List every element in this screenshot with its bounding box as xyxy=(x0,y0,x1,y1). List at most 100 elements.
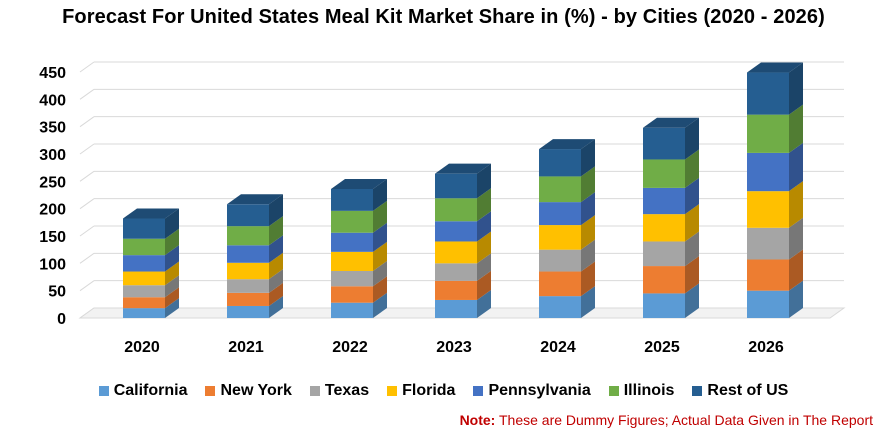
y-tick-label: 400 xyxy=(39,92,66,109)
bar-segment xyxy=(643,187,685,215)
bar-segment xyxy=(227,305,269,318)
bar-segment xyxy=(123,271,165,286)
bar-segment xyxy=(227,226,269,246)
bar-segment xyxy=(747,191,789,228)
bar-top xyxy=(435,163,491,174)
legend-swatch xyxy=(692,386,703,396)
bar-segment xyxy=(227,292,269,306)
legend-item: Illinois xyxy=(608,382,675,400)
bar-segment-side xyxy=(789,280,803,318)
bar-segment xyxy=(643,214,685,242)
bar-segment xyxy=(435,241,477,264)
bar-segment-side xyxy=(685,283,699,318)
bar-segment-side xyxy=(581,166,595,203)
bar-segment xyxy=(123,285,165,298)
bar-segment-side xyxy=(269,252,283,280)
bar-segment-side xyxy=(373,241,387,271)
disclaimer-note: Note: These are Dummy Figures; Actual Da… xyxy=(460,412,873,428)
bar-segment-side xyxy=(581,261,595,297)
chart-legend: California New York Texas Florida Pennsylvan… xyxy=(0,382,887,400)
gridline-side xyxy=(79,280,95,292)
bar-top xyxy=(747,62,803,73)
legend-label: Texas xyxy=(324,382,370,399)
x-tick-label: 2023 xyxy=(436,339,472,356)
gridline-side xyxy=(79,252,95,264)
bar-segment xyxy=(123,218,165,239)
legend-item: Rest of US xyxy=(692,382,788,400)
bar-segment xyxy=(331,302,373,318)
legend-item: Florida xyxy=(387,382,455,400)
bar-top xyxy=(643,117,699,128)
bar-segment-side xyxy=(581,215,595,250)
bar-segment-side xyxy=(165,245,179,272)
bar-segment-side xyxy=(581,139,595,177)
legend-item: California xyxy=(98,382,188,400)
bar-segment xyxy=(539,149,581,177)
gridline-side xyxy=(79,170,95,182)
bar-segment-side xyxy=(685,117,699,160)
bar-segment-side xyxy=(685,204,699,242)
bar-segment-side xyxy=(165,261,179,286)
legend-swatch xyxy=(608,386,619,396)
bar-segment xyxy=(435,263,477,281)
bar-segment-side xyxy=(789,249,803,291)
bar-segment-side xyxy=(789,181,803,228)
bar-segment xyxy=(331,286,373,303)
legend-label: Illinois xyxy=(623,382,675,399)
bar-segment-side xyxy=(685,256,699,294)
bar-segment xyxy=(227,204,269,227)
bar-segment-side xyxy=(373,276,387,303)
bar-segment-side xyxy=(477,231,491,264)
bar-segment-side xyxy=(373,200,387,233)
bar-segment-side xyxy=(165,275,179,298)
chart-title: Forecast For United States Meal Kit Mark… xyxy=(62,6,825,28)
bar-segment-side xyxy=(269,282,283,306)
legend-item: New York xyxy=(205,382,292,400)
legend-swatch xyxy=(473,386,484,396)
bar-segment xyxy=(227,279,269,293)
gridline-side xyxy=(79,61,95,73)
bar-segment xyxy=(435,173,477,199)
bar-segment-side xyxy=(685,177,699,215)
bar-segment xyxy=(539,249,581,272)
legend-item: Texas xyxy=(309,382,370,400)
bar-segment xyxy=(747,227,789,260)
legend-swatch xyxy=(98,386,109,396)
y-tick-label: 250 xyxy=(39,174,66,191)
gridline-side xyxy=(79,88,95,100)
bar-segment xyxy=(331,232,373,252)
bar-segment-side xyxy=(789,104,803,153)
bar-segment-side xyxy=(269,194,283,227)
bar-segment-side xyxy=(477,270,491,300)
bar-segment-side xyxy=(477,163,491,199)
y-tick-label: 300 xyxy=(39,147,66,164)
bar-segment xyxy=(123,308,165,318)
bar-segment xyxy=(227,245,269,263)
bar-segment xyxy=(747,114,789,153)
legend-label: California xyxy=(113,382,188,399)
bar-segment xyxy=(643,293,685,318)
x-tick-label: 2025 xyxy=(644,339,680,356)
bar-top xyxy=(539,139,595,150)
bar-segment-side xyxy=(165,228,179,256)
bar-segment xyxy=(539,176,581,203)
bar-segment xyxy=(643,127,685,160)
note-label: Note: xyxy=(459,412,496,428)
legend-swatch xyxy=(205,386,216,396)
bar-segment xyxy=(331,210,373,233)
bar-segment xyxy=(643,241,685,267)
y-tick-label: 350 xyxy=(39,120,66,137)
bar-segment-side xyxy=(477,188,491,222)
bar-segment-side xyxy=(581,286,595,318)
bar-segment xyxy=(643,266,685,294)
bar-segment-side xyxy=(685,149,699,188)
bar-segment-side xyxy=(373,222,387,252)
bar-segment xyxy=(747,290,789,318)
bar-segment xyxy=(435,221,477,242)
bar-segment-side xyxy=(685,231,699,267)
y-tick-label: 200 xyxy=(39,202,66,219)
bar-segment xyxy=(331,188,373,211)
bar-segment xyxy=(539,225,581,250)
bar-segment xyxy=(331,270,373,287)
bar-segment-side xyxy=(581,192,595,226)
